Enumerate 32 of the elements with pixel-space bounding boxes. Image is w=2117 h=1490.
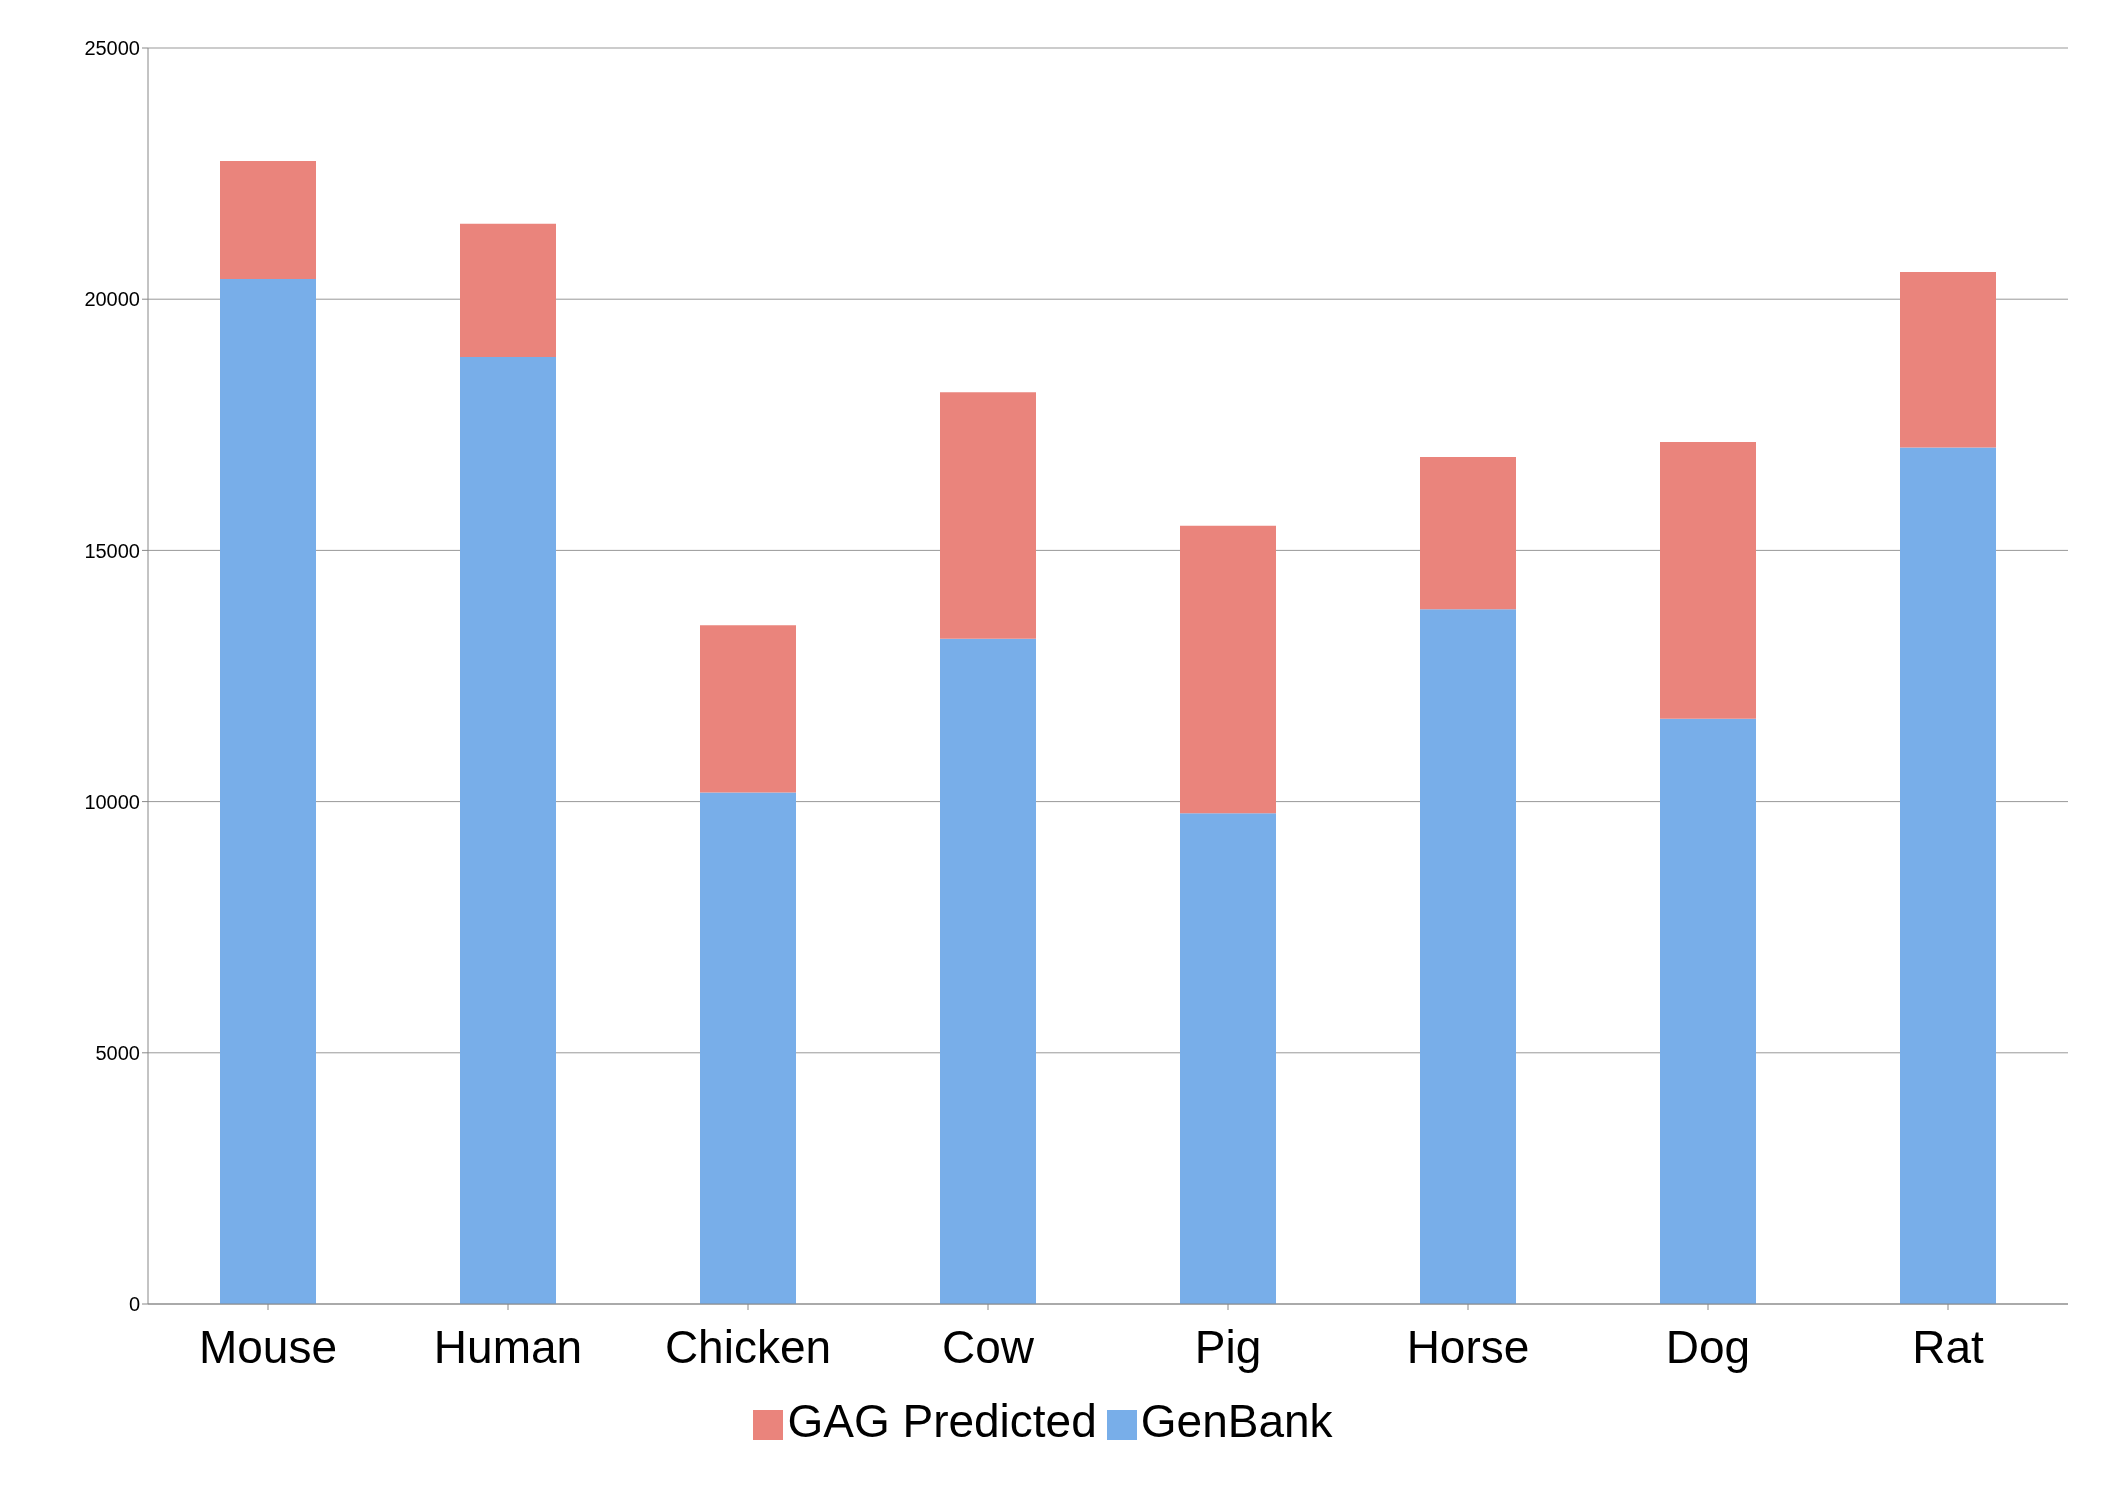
y-tick-label: 5000 — [95, 1041, 140, 1064]
bar — [940, 392, 1036, 639]
bar — [700, 792, 796, 1304]
legend-label: GAG Predicted — [787, 1395, 1097, 1447]
y-tick-label: 25000 — [84, 37, 140, 60]
x-tick-label: Pig — [1194, 1320, 1262, 1373]
x-tick-label: Rat — [1912, 1320, 1985, 1373]
bar — [1420, 609, 1516, 1304]
bar — [700, 625, 796, 793]
x-tick-label: Mouse — [198, 1320, 338, 1373]
bar — [1420, 456, 1516, 610]
x-tick-label: Chicken — [664, 1320, 832, 1373]
bar — [220, 161, 316, 280]
x-tick-label: Cow — [941, 1320, 1035, 1373]
legend-label: GenBank — [1140, 1395, 1333, 1447]
y-tick-label: 15000 — [84, 539, 140, 562]
bar — [940, 638, 1036, 1304]
bar — [1180, 525, 1276, 814]
bar — [1900, 272, 1996, 448]
bar — [1180, 813, 1276, 1304]
x-tick-label: Horse — [1406, 1320, 1530, 1373]
bar — [220, 279, 316, 1304]
bar — [1660, 441, 1756, 719]
bar — [1660, 718, 1756, 1304]
x-tick-label: Dog — [1665, 1320, 1751, 1373]
y-tick-label: 0 — [128, 1293, 140, 1316]
y-tick-label: 20000 — [84, 288, 140, 311]
bar — [460, 356, 556, 1304]
bar — [1900, 447, 1996, 1304]
x-tick-label: Human — [433, 1320, 583, 1373]
y-tick-label: 10000 — [84, 790, 140, 813]
bar — [460, 223, 556, 357]
